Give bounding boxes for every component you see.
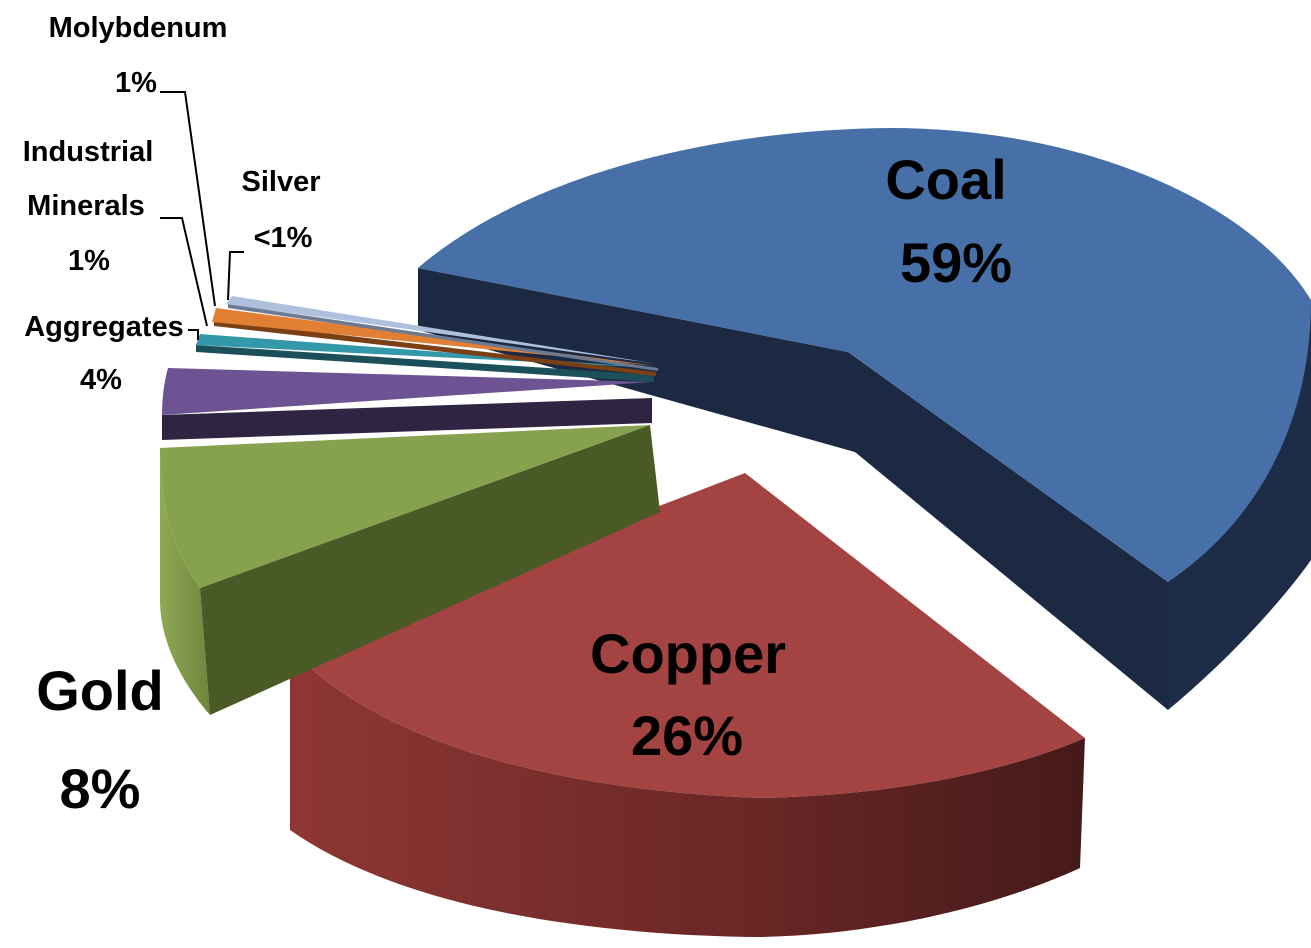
label-coal-value: 59% — [900, 231, 1012, 294]
leader-line-silver — [227, 251, 244, 301]
label-industrial-minerals-name-2: Minerals — [27, 190, 145, 222]
slice-aggregates-side — [162, 398, 652, 440]
label-copper-name: Copper — [590, 622, 786, 685]
leader-line-industrial-minerals — [160, 217, 208, 327]
slice-copper — [290, 473, 1085, 937]
slice-silver — [226, 296, 658, 371]
slice-silver-top — [226, 296, 658, 364]
slice-molybdenum-side — [214, 320, 656, 376]
slice-silver-side — [228, 304, 658, 371]
slice-aggregates — [162, 368, 652, 440]
slice-industrial-minerals-side — [196, 345, 654, 382]
slice-copper-side — [290, 648, 1085, 937]
label-industrial-minerals-value: 1% — [68, 245, 110, 277]
label-industrial-minerals-name-1: Industrial — [23, 136, 154, 168]
label-copper-value: 26% — [631, 704, 743, 767]
slice-coal-top — [418, 128, 1311, 582]
label-coal-name: Coal — [885, 148, 1006, 211]
slice-gold-side-inner — [200, 425, 660, 715]
label-molybdenum-name: Molybdenum — [49, 12, 228, 44]
label-gold-value: 8% — [60, 757, 141, 820]
slice-gold-side-outer — [160, 448, 210, 715]
label-aggregates-value: 4% — [80, 364, 122, 396]
slice-copper-top — [290, 473, 1085, 798]
slice-aggregates-top — [162, 368, 652, 415]
label-aggregates-name: Aggregates — [24, 311, 184, 343]
leader-line-molybdenum — [160, 91, 216, 307]
slice-gold-top — [160, 425, 650, 588]
label-silver-name: Silver — [242, 166, 321, 198]
label-gold-name: Gold — [36, 659, 164, 722]
leader-line-aggregates — [188, 329, 199, 340]
label-molybdenum-value: 1% — [115, 67, 157, 99]
label-silver-value: <1% — [254, 222, 313, 254]
slice-gold — [160, 425, 660, 715]
